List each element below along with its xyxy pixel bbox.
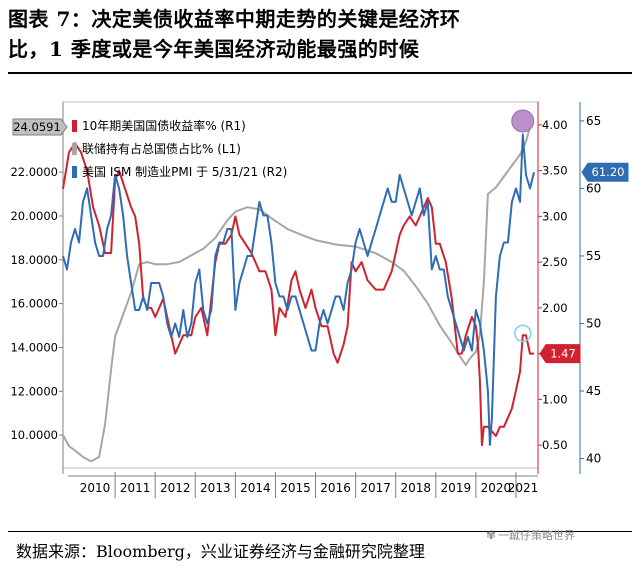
y-tick-label-r1: 0.50	[542, 438, 568, 452]
chart-svg: 2010 2011 2012 2013 2014 2015 2016 2017 2018 2019…	[10, 101, 629, 498]
y-tick-label-r1: 1.00	[542, 392, 568, 406]
watermark: ✾ 一蹴仔策略世界	[486, 527, 575, 543]
x-tick-label: 2021	[508, 481, 539, 495]
r2-last-value-tag-label: 61.20	[592, 165, 625, 179]
y-tick-label-r1: 2.50	[542, 255, 568, 269]
x-tick-label: 2017	[360, 481, 391, 495]
highlight-marker	[511, 109, 535, 133]
watermark-text: 一蹴仔策略世界	[498, 529, 576, 542]
y-tick-label-r1: 3.00	[542, 209, 568, 223]
legend-label-0: 10年期美国国债收益率% (R1)	[82, 118, 246, 133]
series-line-1	[62, 126, 531, 463]
x-tick-label: 2020	[481, 481, 512, 495]
y-tick-label-l1: 20.0000	[10, 209, 58, 223]
watermark-icon: ✾	[486, 528, 497, 542]
legend-swatch-1	[72, 143, 77, 155]
r1-last-value-tag-box	[539, 344, 581, 364]
x-tick-label: 2015	[280, 481, 311, 495]
title-rule	[8, 72, 632, 74]
y-tick-label-l1: 16.0000	[10, 297, 58, 311]
x-tick-label: 2011	[120, 481, 151, 495]
x-tick-label: 2016	[320, 481, 351, 495]
source-note: 数据来源：Bloomberg，兴业证券经济与金融研究院整理	[16, 542, 425, 561]
x-tick-label: 2013	[200, 481, 231, 495]
x-tick-label: 2018	[400, 481, 431, 495]
y-tick-label-r2: 65	[586, 114, 601, 128]
x-tick-label: 2010	[80, 481, 111, 495]
legend-label-2: 美国 ISM 制造业PMI 于 5/31/21 (R2)	[82, 165, 287, 179]
y-tick-label-r2: 50	[586, 316, 601, 330]
legend-label-1: 联储持有占总国债占比% (L1)	[82, 141, 241, 156]
source-rule	[8, 531, 632, 532]
y-tick-label-l1: 18.0000	[10, 253, 58, 267]
series-line-2	[62, 133, 535, 446]
y-tick-label-l1: 14.0000	[10, 340, 58, 354]
l1-last-value-tag-box	[12, 118, 68, 136]
chart-title: 图表 7：决定美债收益率中期走势的关键是经济环 比，1 季度或是今年美国经济动能…	[8, 4, 632, 64]
title-line-1: 图表 7：决定美债收益率中期走势的关键是经济环	[8, 7, 461, 31]
y-tick-label-r2: 60	[586, 181, 601, 195]
y-tick-label-r1: 4.00	[542, 118, 568, 132]
y-tick-label-r2: 40	[586, 452, 601, 466]
y-tick-label-r2: 55	[586, 249, 601, 263]
l1-last-value-tag-label: 24.0591	[13, 120, 61, 134]
y-tick-label-l1: 10.0000	[10, 428, 58, 442]
x-tick-label: 2014	[240, 481, 271, 495]
title-line-2: 比，1 季度或是今年美国经济动能最强的时候	[8, 37, 420, 61]
legend-swatch-0	[72, 120, 77, 132]
y-tick-label-r2: 45	[586, 384, 601, 398]
r1-last-value-tag-label: 1.47	[550, 347, 576, 361]
y-tick-label-r1: 3.50	[542, 164, 568, 178]
highlight-marker	[514, 324, 532, 343]
y-tick-label-r1: 2.00	[542, 301, 568, 315]
x-tick-label: 2012	[160, 481, 191, 495]
r2-last-value-tag-box	[581, 162, 629, 182]
y-tick-label-l1: 12.0000	[10, 384, 58, 398]
x-tick-label: 2019	[441, 481, 472, 495]
legend-swatch-2	[72, 166, 77, 178]
y-tick-label-l1: 22.0000	[10, 165, 58, 179]
